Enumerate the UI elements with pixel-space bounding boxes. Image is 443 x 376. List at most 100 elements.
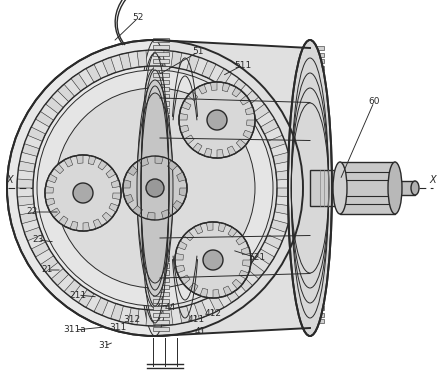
Polygon shape — [153, 285, 169, 289]
Polygon shape — [86, 64, 101, 82]
Polygon shape — [27, 127, 46, 141]
Polygon shape — [308, 106, 324, 110]
Ellipse shape — [137, 40, 173, 336]
Polygon shape — [308, 173, 324, 177]
Polygon shape — [64, 280, 81, 297]
Polygon shape — [181, 101, 191, 110]
Polygon shape — [50, 208, 60, 217]
Polygon shape — [153, 186, 169, 190]
Polygon shape — [193, 143, 202, 153]
Polygon shape — [308, 86, 324, 90]
Polygon shape — [153, 306, 169, 310]
Polygon shape — [229, 79, 246, 96]
Polygon shape — [308, 253, 324, 257]
Polygon shape — [227, 146, 236, 156]
Polygon shape — [31, 242, 49, 257]
Polygon shape — [194, 301, 208, 319]
Polygon shape — [175, 265, 185, 273]
Polygon shape — [93, 219, 102, 229]
Polygon shape — [240, 96, 250, 105]
Polygon shape — [153, 179, 169, 183]
Polygon shape — [308, 206, 324, 210]
Text: 22: 22 — [27, 208, 38, 217]
Polygon shape — [153, 38, 169, 42]
Polygon shape — [153, 214, 169, 218]
Ellipse shape — [137, 53, 173, 323]
Polygon shape — [308, 293, 324, 297]
Polygon shape — [308, 259, 324, 263]
Polygon shape — [153, 235, 169, 240]
Polygon shape — [206, 222, 213, 230]
Polygon shape — [218, 223, 226, 232]
Polygon shape — [308, 199, 324, 203]
Polygon shape — [264, 235, 283, 249]
Polygon shape — [102, 57, 116, 75]
Ellipse shape — [146, 179, 164, 197]
Text: 511: 511 — [234, 61, 252, 70]
Text: 211: 211 — [70, 291, 86, 300]
Polygon shape — [24, 227, 42, 241]
Polygon shape — [188, 91, 198, 101]
Polygon shape — [209, 294, 224, 312]
Polygon shape — [106, 168, 116, 178]
Polygon shape — [308, 92, 324, 97]
Polygon shape — [200, 288, 208, 297]
Polygon shape — [310, 170, 375, 206]
Polygon shape — [139, 157, 148, 166]
Polygon shape — [241, 90, 259, 108]
Text: 21: 21 — [41, 265, 53, 274]
Polygon shape — [308, 153, 324, 157]
Polygon shape — [153, 249, 169, 253]
Polygon shape — [153, 101, 169, 106]
Polygon shape — [308, 273, 324, 277]
Polygon shape — [177, 241, 187, 250]
Polygon shape — [217, 150, 224, 158]
Ellipse shape — [137, 93, 173, 283]
Polygon shape — [70, 221, 78, 230]
Polygon shape — [155, 40, 310, 336]
Polygon shape — [179, 125, 189, 133]
Polygon shape — [232, 279, 242, 289]
Polygon shape — [94, 297, 108, 315]
Polygon shape — [153, 80, 169, 84]
Polygon shape — [308, 159, 324, 163]
Polygon shape — [153, 52, 169, 56]
Polygon shape — [54, 164, 64, 174]
Ellipse shape — [37, 70, 273, 306]
Polygon shape — [153, 158, 169, 162]
Text: 412: 412 — [205, 309, 222, 318]
Polygon shape — [223, 285, 239, 303]
Polygon shape — [153, 123, 169, 127]
Ellipse shape — [7, 40, 303, 336]
Polygon shape — [308, 279, 324, 284]
Ellipse shape — [333, 162, 347, 214]
Text: 51: 51 — [192, 47, 204, 56]
Polygon shape — [184, 231, 194, 241]
Polygon shape — [153, 136, 169, 141]
Polygon shape — [236, 139, 246, 149]
Polygon shape — [236, 236, 246, 245]
Polygon shape — [179, 188, 187, 196]
Polygon shape — [252, 104, 270, 120]
Polygon shape — [51, 268, 69, 286]
Polygon shape — [308, 66, 324, 70]
Ellipse shape — [45, 155, 121, 231]
Polygon shape — [308, 166, 324, 170]
Polygon shape — [179, 306, 191, 323]
Polygon shape — [128, 308, 139, 325]
Polygon shape — [18, 161, 35, 172]
Polygon shape — [17, 196, 34, 206]
Polygon shape — [76, 155, 83, 164]
Polygon shape — [308, 59, 324, 63]
Ellipse shape — [73, 183, 93, 203]
Polygon shape — [153, 129, 169, 134]
Polygon shape — [98, 160, 107, 170]
Polygon shape — [189, 283, 198, 293]
Polygon shape — [235, 274, 253, 292]
Text: X: X — [430, 175, 436, 185]
Polygon shape — [395, 181, 415, 195]
Polygon shape — [153, 59, 169, 63]
Ellipse shape — [207, 110, 227, 130]
Polygon shape — [46, 198, 55, 206]
Polygon shape — [308, 146, 324, 150]
